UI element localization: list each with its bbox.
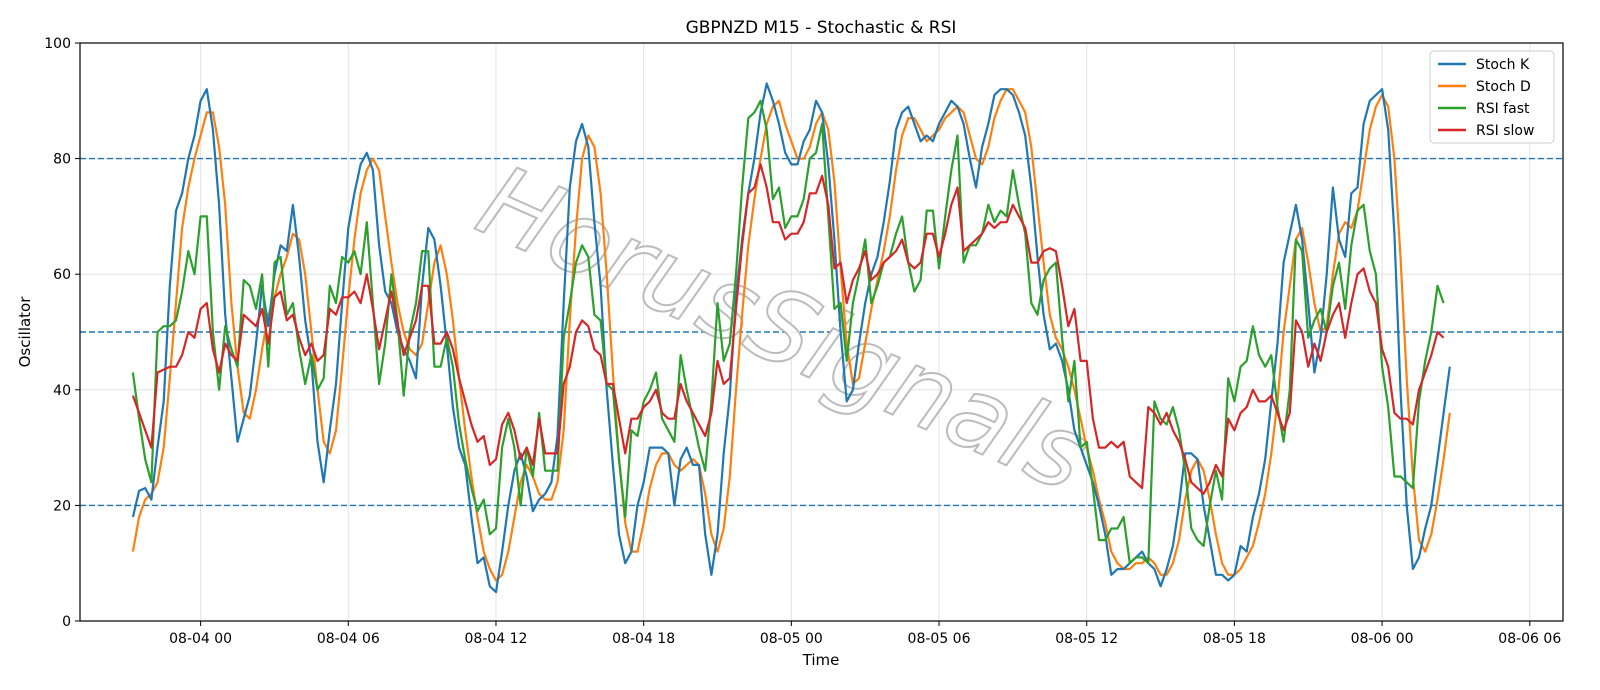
x-tick-label: 08-06 06 <box>1498 631 1561 647</box>
x-tick-label: 08-05 06 <box>908 631 971 647</box>
legend-box <box>1429 50 1555 144</box>
series-line-stoch-d <box>131 88 1451 582</box>
x-tick-label: 08-06 00 <box>1351 631 1414 647</box>
legend-label: RSI slow <box>1476 123 1534 139</box>
x-tick-label: 08-04 18 <box>612 631 675 647</box>
y-tick-label: 20 <box>53 498 71 514</box>
y-tick-label: 100 <box>44 36 71 52</box>
y-tick-label: 80 <box>53 152 71 168</box>
x-tick-label: 08-04 06 <box>317 631 380 647</box>
legend-label: Stoch D <box>1476 79 1531 95</box>
legend-label: Stoch K <box>1476 57 1530 73</box>
plot-frame <box>79 42 1564 622</box>
x-tick-label: 08-05 12 <box>1055 631 1118 647</box>
y-tick-label: 40 <box>53 383 71 399</box>
x-tick-label: 08-04 12 <box>465 631 528 647</box>
x-tick-label: 08-05 18 <box>1203 631 1266 647</box>
series-line-stoch-k <box>131 82 1451 594</box>
x-tick-label: 08-05 00 <box>760 631 823 647</box>
series-layer <box>131 82 1451 594</box>
y-tick-label: 60 <box>53 267 71 283</box>
y-axis-label: Oscillator <box>16 296 34 368</box>
series-line-rsi-slow <box>131 163 1445 495</box>
legend-label: RSI fast <box>1476 101 1530 117</box>
legend: Stoch K Stoch D RSI fast RSI slow <box>1429 50 1555 144</box>
x-axis-ticks: 08-04 00 08-04 06 08-04 12 08-04 18 08-05 00… <box>169 621 1561 647</box>
x-axis-label: Time <box>802 651 840 669</box>
chart-title: GBPNZD M15 - Stochastic & RSI <box>686 18 957 38</box>
y-axis-ticks: 0 20 40 60 80 100 <box>44 36 80 630</box>
y-tick-label: 0 <box>62 614 71 630</box>
x-tick-label: 08-04 00 <box>169 631 232 647</box>
